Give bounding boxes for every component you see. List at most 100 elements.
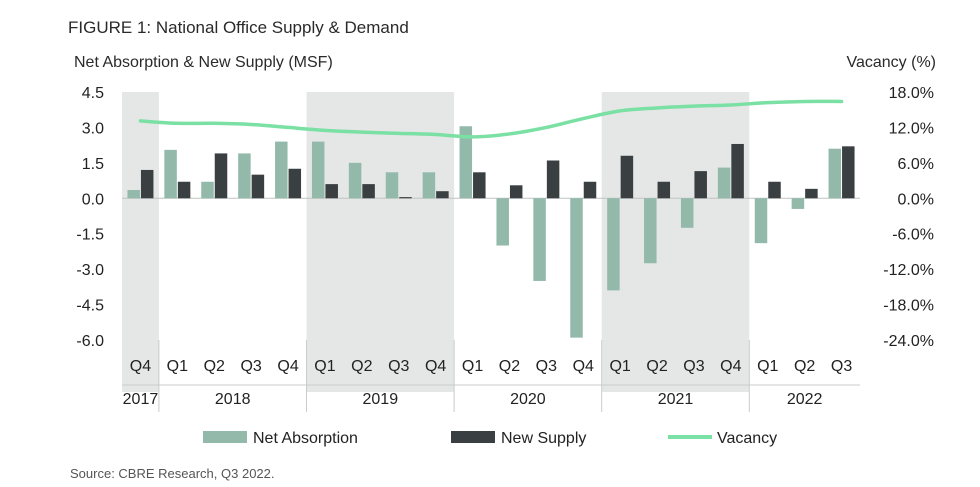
left-tick-label: 3.0 xyxy=(82,120,104,137)
right-tick-label: -18.0% xyxy=(883,298,934,315)
quarter-label: Q4 xyxy=(573,358,594,375)
quarter-label: Q4 xyxy=(720,358,741,375)
year-label-2021: 2021 xyxy=(658,391,694,408)
net-absorption-bar xyxy=(422,172,436,199)
x-axis: Q4 Q1 Q2 Q3 Q4 Q1 Q2 Q3 Q4 Q1 Q2 Q3 Q4 Q1 Q2 Q3 Q4 Q1 Q2 Q3… xyxy=(122,340,860,412)
right-tick-label: 0.0% xyxy=(898,191,934,208)
right-tick-label: -12.0% xyxy=(883,262,934,279)
left-tick-label: -3.0 xyxy=(76,262,104,279)
new-supply-bar xyxy=(214,153,228,199)
left-tick-label: -1.5 xyxy=(76,227,104,244)
net-absorption-bar xyxy=(828,148,842,199)
figure-title: FIGURE 1: National Office Supply & Deman… xyxy=(68,18,409,37)
net-absorption-bar xyxy=(348,162,362,199)
year-band-2019 xyxy=(306,92,455,392)
net-absorption-bar xyxy=(385,172,399,199)
net-absorption-bar xyxy=(570,198,583,338)
net-absorption-bar xyxy=(533,198,546,281)
right-tick-label: -24.0% xyxy=(883,333,934,350)
quarter-label: Q2 xyxy=(499,358,520,375)
net-absorption-bar xyxy=(717,167,731,199)
quarter-label: Q1 xyxy=(462,358,483,375)
net-absorption-bar xyxy=(791,198,805,209)
legend-label-net-absorption: Net Absorption xyxy=(253,430,358,447)
quarter-label: Q3 xyxy=(240,358,261,375)
quarter-label: Q1 xyxy=(609,358,630,375)
left-axis-label: Net Absorption & New Supply (MSF) xyxy=(74,54,333,71)
year-band-2021 xyxy=(601,92,750,392)
year-label-2018: 2018 xyxy=(215,391,251,408)
net-absorption-bar xyxy=(127,190,140,199)
new-supply-bar xyxy=(805,188,818,199)
new-supply-bar xyxy=(362,184,375,199)
year-band-2017 xyxy=(122,92,159,392)
left-tick-label: -4.5 xyxy=(76,298,104,315)
year-label-2020: 2020 xyxy=(510,391,546,408)
vacancy-line-group xyxy=(138,99,844,139)
quarter-label: Q3 xyxy=(388,358,409,375)
net-absorption-bar xyxy=(607,198,620,291)
right-tick-label: 6.0% xyxy=(898,156,934,173)
quarter-label: Q2 xyxy=(646,358,667,375)
net-absorption-bar xyxy=(238,153,251,199)
year-bands xyxy=(122,92,750,392)
new-supply-bar xyxy=(768,181,781,199)
quarter-label: Q2 xyxy=(794,358,815,375)
quarter-label: Q4 xyxy=(277,358,298,375)
new-supply-bar xyxy=(583,181,597,199)
net-absorption-bar xyxy=(680,198,694,228)
quarter-label: Q2 xyxy=(351,358,372,375)
vacancy-line xyxy=(138,99,844,139)
net-absorption-bar xyxy=(754,198,768,244)
legend-swatch-new-supply xyxy=(451,431,495,443)
net-absorption-bar xyxy=(459,126,473,199)
new-supply-bar xyxy=(325,184,338,199)
year-label-2022: 2022 xyxy=(787,391,823,408)
new-supply-bar xyxy=(731,143,744,199)
quarter-label: Q4 xyxy=(130,358,151,375)
new-supply-bar xyxy=(399,197,412,199)
quarter-label: Q3 xyxy=(536,358,557,375)
quarter-label: Q1 xyxy=(314,358,335,375)
new-supply-bar xyxy=(177,181,191,199)
net-absorption-bar xyxy=(164,149,177,199)
new-supply-bar xyxy=(509,185,523,199)
left-tick-label: 0.0 xyxy=(82,191,104,208)
new-supply-bar xyxy=(140,169,154,199)
right-tick-label: -6.0% xyxy=(892,227,934,244)
legend-label-new-supply: New Supply xyxy=(501,430,586,447)
left-tick-label: 1.5 xyxy=(82,156,104,173)
right-tick-label: 18.0% xyxy=(889,85,934,102)
net-absorption-bar xyxy=(275,141,288,199)
net-absorption-bar xyxy=(496,198,509,246)
new-supply-bar xyxy=(620,155,634,199)
quarter-label: Q3 xyxy=(683,358,704,375)
quarter-label: Q1 xyxy=(167,358,188,375)
net-absorption-bar xyxy=(311,141,325,199)
legend: Net Absorption New Supply Vacancy xyxy=(203,430,777,447)
left-tick-label: -6.0 xyxy=(76,333,104,350)
bars-group xyxy=(127,126,855,338)
net-absorption-bar xyxy=(644,198,657,264)
net-absorption-bar xyxy=(201,181,214,199)
right-axis-label: Vacancy (%) xyxy=(846,54,936,71)
quarter-label: Q3 xyxy=(831,358,852,375)
year-label-2017: 2017 xyxy=(123,391,159,408)
quarter-label: Q1 xyxy=(757,358,778,375)
new-supply-bar xyxy=(694,171,707,199)
right-tick-label: 12.0% xyxy=(889,120,934,137)
legend-label-vacancy: Vacancy xyxy=(717,430,777,447)
new-supply-bar xyxy=(842,146,855,199)
quarter-label: Q4 xyxy=(425,358,446,375)
quarter-label: Q2 xyxy=(204,358,225,375)
left-ticks: 4.5 3.0 1.5 0.0 -1.5 -3.0 -4.5 -6.0 xyxy=(76,85,104,350)
new-supply-bar xyxy=(657,181,671,199)
year-label-2019: 2019 xyxy=(363,391,399,408)
new-supply-bar xyxy=(288,168,302,199)
new-supply-bar xyxy=(546,160,560,199)
source-note: Source: CBRE Research, Q3 2022. xyxy=(70,466,275,481)
new-supply-bar xyxy=(436,191,449,199)
legend-swatch-net-absorption xyxy=(203,431,247,443)
new-supply-bar xyxy=(251,174,265,199)
